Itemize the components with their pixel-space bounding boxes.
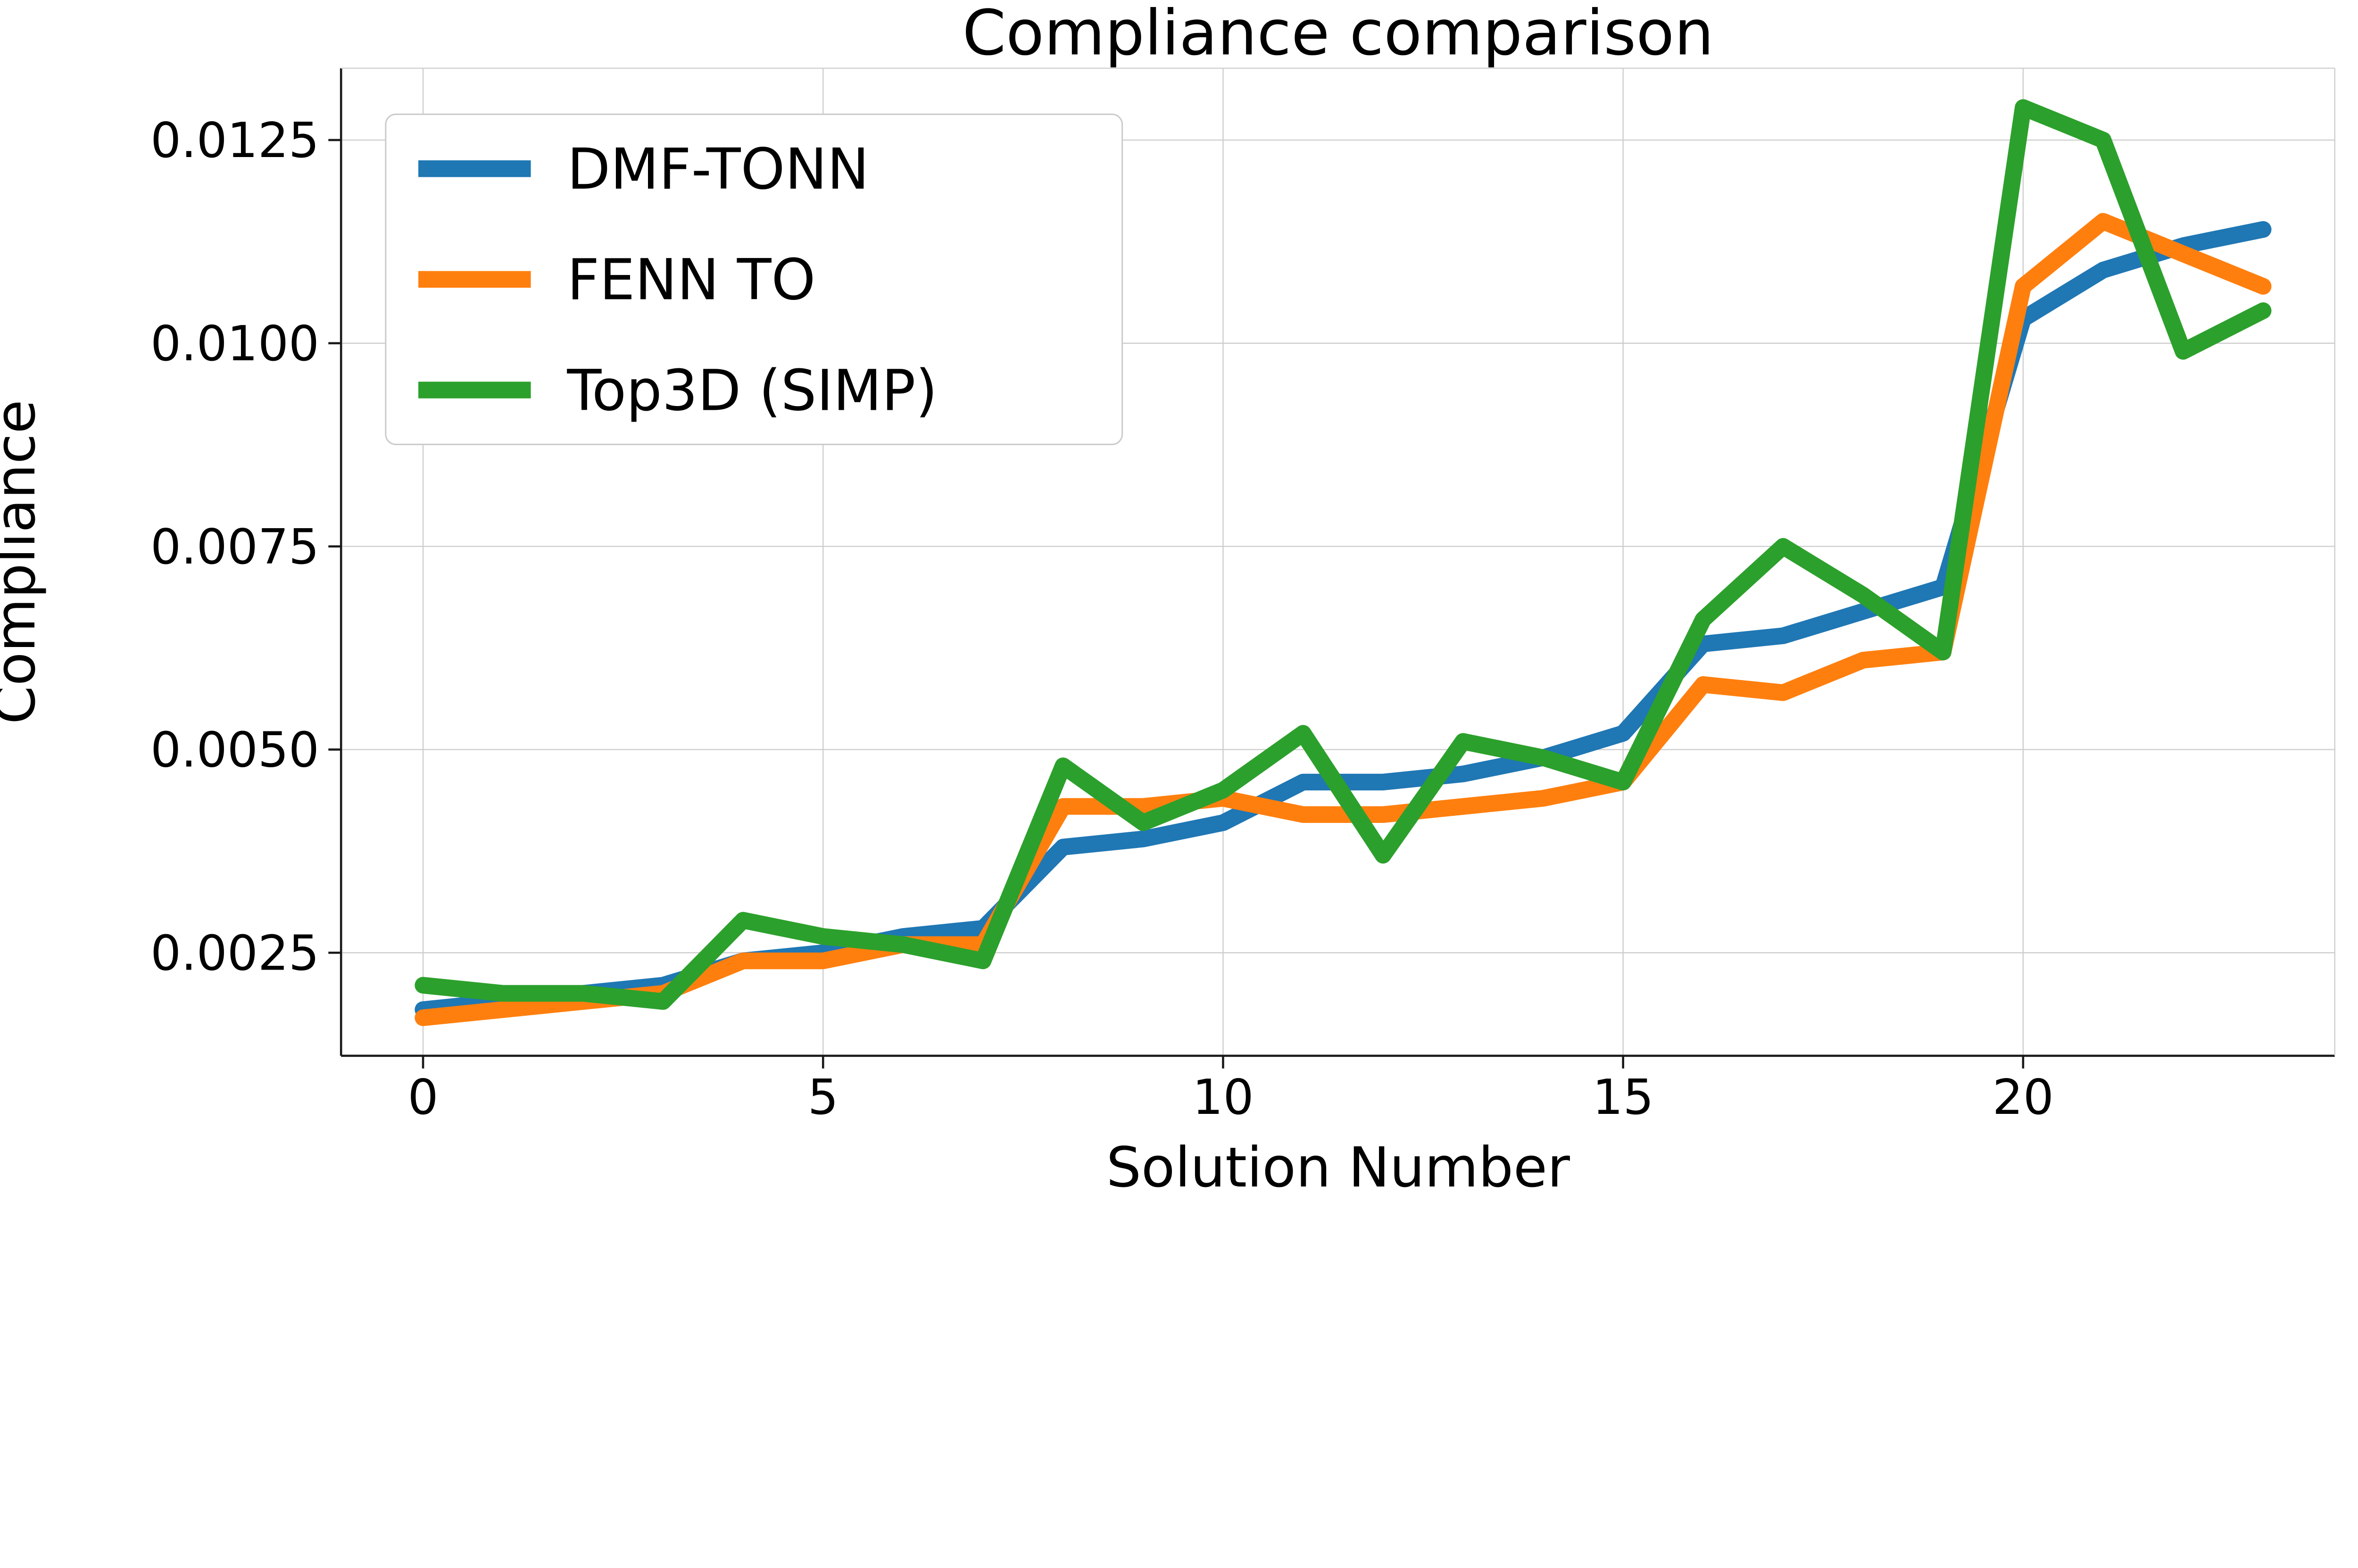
x-tick-label: 15 xyxy=(1593,1070,1654,1126)
x-tick-label: 5 xyxy=(808,1070,839,1126)
x-tick-label: 0 xyxy=(408,1070,439,1126)
x-axis-label: Solution Number xyxy=(1106,1135,1570,1200)
spine-layer xyxy=(340,67,2335,1057)
tick-layer: 0 5 10 15 20 0.0025 0.0050 0.0075 0.0100 0.0125 xyxy=(150,113,2054,1126)
chart-svg: 0 5 10 15 20 0.0025 0.0050 0.0075 0.0100 0.0125 D… xyxy=(0,0,2335,1200)
chart-title: Compliance comparison xyxy=(963,0,1714,69)
y-tick-label: 0.0100 xyxy=(150,316,319,372)
x-tick-label: 20 xyxy=(1993,1070,2054,1126)
compliance-comparison-figure: 0 5 10 15 20 0.0025 0.0050 0.0075 0.0100 0.0125 D… xyxy=(0,0,2335,1200)
legend-label: DMF-TONN xyxy=(567,137,869,202)
legend-label: Top3D (SIMP) xyxy=(566,358,937,423)
series-layer xyxy=(415,99,2272,1026)
y-tick-label: 0.0125 xyxy=(150,113,319,169)
legend-box xyxy=(385,113,1123,445)
y-tick-label: 0.0075 xyxy=(150,519,319,575)
y-axis-label: Compliance xyxy=(0,400,48,724)
x-tick-label: 10 xyxy=(1192,1070,1254,1126)
y-tick-label: 0.0050 xyxy=(150,722,319,779)
legend-label: FENN TO xyxy=(567,248,815,313)
y-tick-label: 0.0025 xyxy=(150,925,319,981)
legend-layer: DMF-TONN FENN TO Top3D (SIMP) xyxy=(385,113,1123,445)
series-line-top3d-simp- xyxy=(415,99,2272,1010)
